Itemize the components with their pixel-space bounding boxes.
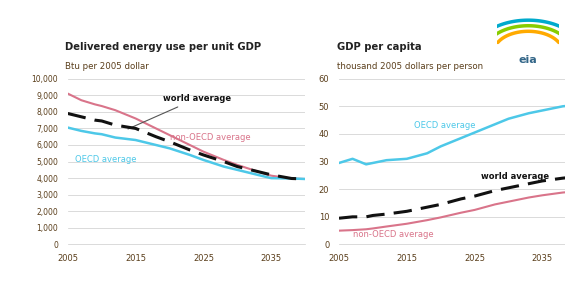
Text: OECD average: OECD average xyxy=(75,155,136,164)
Text: Delivered energy use per unit GDP: Delivered energy use per unit GDP xyxy=(66,42,262,52)
Text: Btu per 2005 dollar: Btu per 2005 dollar xyxy=(66,62,149,71)
Text: world average: world average xyxy=(481,172,550,181)
Text: OECD average: OECD average xyxy=(414,121,475,130)
Text: eia: eia xyxy=(519,55,538,65)
Text: world average: world average xyxy=(128,94,231,129)
Text: non-OECD average: non-OECD average xyxy=(170,133,250,142)
Text: thousand 2005 dollars per person: thousand 2005 dollars per person xyxy=(337,62,483,71)
Text: GDP per capita: GDP per capita xyxy=(337,42,421,52)
Text: non-OECD average: non-OECD average xyxy=(353,230,433,239)
